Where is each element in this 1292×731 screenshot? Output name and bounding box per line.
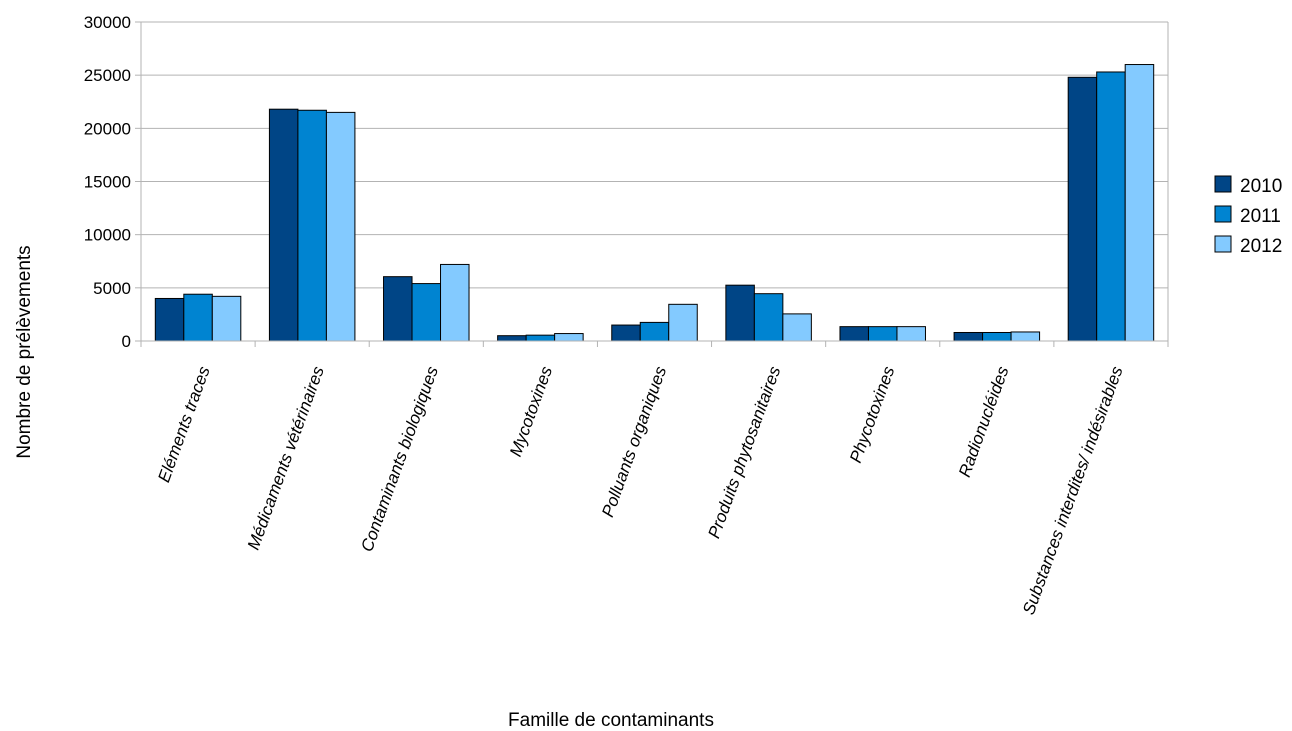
x-tick-labels: Eléments traces Médicaments vétérinaires C…: [154, 363, 1127, 617]
legend-swatch-2011: [1214, 205, 1232, 223]
x-axis-title: Famille de contaminants: [508, 710, 714, 731]
bar-2012: [440, 263, 470, 342]
bars: [154, 64, 1155, 342]
y-tick-label: 25000: [84, 66, 131, 85]
bar-2012: [325, 111, 356, 342]
x-tick-label: Contaminants biologiques: [357, 363, 442, 554]
legend-swatch-2012: [1214, 235, 1232, 253]
x-tick-label: Médicaments vétérinaires: [244, 363, 328, 552]
bar-2010: [839, 326, 869, 342]
legend-label-2012: 2012: [1240, 236, 1282, 257]
bar-2011: [982, 331, 1012, 342]
bar-2010: [1067, 76, 1098, 342]
bar-2012: [782, 313, 812, 342]
bar-2010: [383, 276, 413, 342]
bar-2010: [268, 108, 299, 342]
bar-2012: [668, 303, 698, 342]
bar-2011: [1096, 71, 1126, 342]
bar-2010: [154, 297, 185, 342]
axes: [135, 21, 1169, 347]
y-tick-label: 20000: [84, 119, 131, 138]
y-tick-label: 15000: [84, 173, 131, 192]
y-tick-label: 0: [122, 332, 131, 351]
y-tick-label: 10000: [84, 226, 131, 245]
y-tick-label: 30000: [84, 13, 131, 32]
bar-2010: [953, 331, 984, 342]
bar-2012: [1010, 331, 1041, 342]
x-tick-label: Radionucléides: [955, 363, 1013, 479]
x-tick-label: Phycotoxines: [846, 363, 899, 465]
x-tick-label: Substances interdites/ indésirables: [1019, 363, 1127, 617]
bar-2011: [867, 326, 898, 342]
bar-2010: [497, 335, 527, 342]
y-axis-title: Nombre de prélèvements: [14, 245, 35, 458]
y-tick-labels: 0 5000 10000 15000 20000 25000 30000: [84, 13, 131, 351]
bar-2012: [896, 326, 926, 342]
x-tick-label: Polluants organiques: [598, 363, 670, 519]
bar-2012: [1124, 64, 1155, 342]
bar-2011: [297, 109, 327, 342]
bar-2010: [611, 324, 641, 342]
bar-2011: [183, 293, 213, 342]
bar-2012: [211, 295, 242, 342]
x-tick-label: Mycotoxines: [506, 363, 556, 459]
bar-2011: [753, 293, 784, 342]
x-tick-label: Produits phytosanitaires: [704, 363, 784, 540]
legend-label-2010: 2010: [1240, 176, 1282, 197]
bar-2011: [639, 321, 670, 342]
legend-swatch-2010: [1214, 175, 1232, 193]
bar-2010: [725, 284, 755, 342]
bar-2012: [554, 333, 584, 342]
bar-2011: [525, 334, 556, 342]
bar-2011: [411, 283, 442, 342]
x-tick-label: Eléments traces: [154, 363, 214, 484]
legend-label-2011: 2011: [1240, 206, 1281, 227]
y-tick-label: 5000: [93, 279, 131, 298]
legend: 2010 2011 2012: [1214, 175, 1282, 257]
